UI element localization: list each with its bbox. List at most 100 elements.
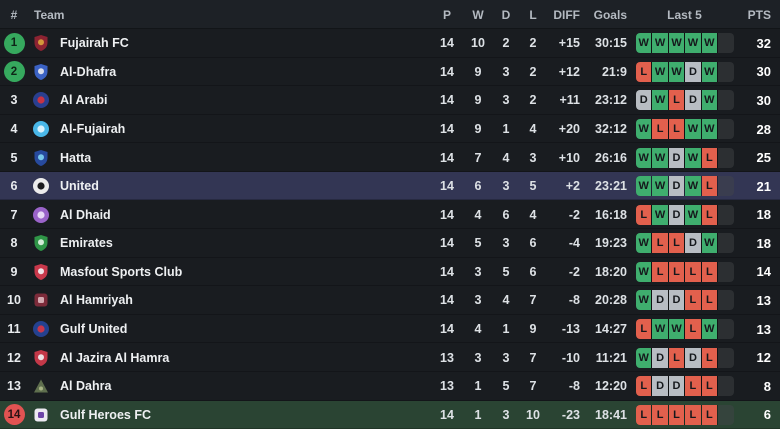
form-result-chip: D [668,147,685,168]
rank-value: 8 [10,236,18,251]
team-name: Gulf United [60,322,128,337]
points-value: 8 [763,378,771,394]
column-header-goals[interactable]: Goals [593,7,627,22]
form-result-chip: L [636,376,652,397]
column-header-goal-difference[interactable]: DIFF [553,7,580,22]
wins-value: 9 [474,122,482,137]
points-value: 25 [756,150,771,166]
played-value: 14 [440,122,454,137]
goal-difference-value: +12 [558,64,580,79]
column-header-played[interactable]: P [442,7,451,22]
form-result-chip: L [701,176,718,197]
goal-difference-value: +15 [558,36,580,51]
goals-value: 23:12 [595,93,627,108]
column-header-rank[interactable]: # [10,7,18,22]
form-result-chip: L [636,404,652,425]
column-header-wins[interactable]: W [472,7,484,22]
form-result-chip: W [668,33,685,54]
rank-cell: 3 [0,93,28,107]
team-badge-icon [28,63,54,81]
wins-value: 4 [474,207,482,222]
points-value: 13 [756,292,771,308]
goals-value: 32:12 [595,122,627,137]
column-header-team[interactable]: Team [34,7,65,22]
form-bar-tail [718,319,734,340]
draws-value: 3 [502,350,510,365]
wins-value: 1 [474,407,482,422]
draws-value: 3 [502,407,510,422]
rank-value: 6 [10,179,18,194]
draws-value: 3 [502,236,510,251]
played-value: 14 [440,179,454,194]
losses-value: 4 [529,207,537,222]
draws-value: 6 [502,207,510,222]
points-value: 28 [756,121,771,137]
rank-cell: 13 [0,379,28,393]
form-bar-tail [718,33,734,54]
goals-value: 30:15 [595,36,627,51]
team-badge-icon [28,177,54,195]
form-result-chip: L [652,233,668,254]
column-header-points[interactable]: PTS [747,7,771,22]
losses-value: 3 [529,150,537,165]
draws-value: 4 [502,293,510,308]
form-result-chip: W [685,176,701,197]
losses-value: 6 [529,236,537,251]
played-value: 14 [440,407,454,422]
rank-cell: 7 [0,208,28,222]
losses-value: 6 [529,264,537,279]
points-value: 14 [756,264,771,280]
column-header-last5[interactable]: Last 5 [667,7,702,22]
form-result-chip: W [701,33,718,54]
rank-cell: 10 [0,293,28,307]
rank-value: 13 [7,379,21,394]
rank-cell: 6 [0,179,28,193]
form-result-chip: L [668,347,685,368]
team-name: Al Dahra [60,379,112,394]
table-header: # Team P W D L DIFF Goals Last 5 PTS [0,0,780,29]
column-header-draws[interactable]: D [501,7,511,22]
form-result-chip: W [636,147,652,168]
form-result-chip: D [685,347,701,368]
form-result-chip: L [668,119,685,140]
form-result-chip: L [701,204,718,225]
rank-value: 1 [3,32,25,54]
form-result-chip: L [668,261,685,282]
form-result-chip: L [685,404,701,425]
form-result-chip: D [668,290,685,311]
table-row[interactable]: 12 Al Jazira Al Hamra 13 3 3 7 -10 11:21… [0,343,780,372]
team-badge-icon [28,406,54,424]
played-value: 14 [440,36,454,51]
form-result-chip: W [668,61,685,82]
form-result-chip: W [636,233,652,254]
goals-value: 16:18 [595,207,627,222]
team-badge-icon [28,91,54,109]
played-value: 14 [440,93,454,108]
wins-value: 5 [474,236,482,251]
played-value: 14 [440,293,454,308]
form-result-chip: W [685,33,701,54]
table-row[interactable]: 9 Masfout Sports Club 14 3 5 6 -2 18:20 … [0,257,780,287]
column-header-losses[interactable]: L [529,7,537,22]
form-result-chip: W [636,290,652,311]
form-result-chip: L [685,319,701,340]
form-result-chip: W [685,204,701,225]
